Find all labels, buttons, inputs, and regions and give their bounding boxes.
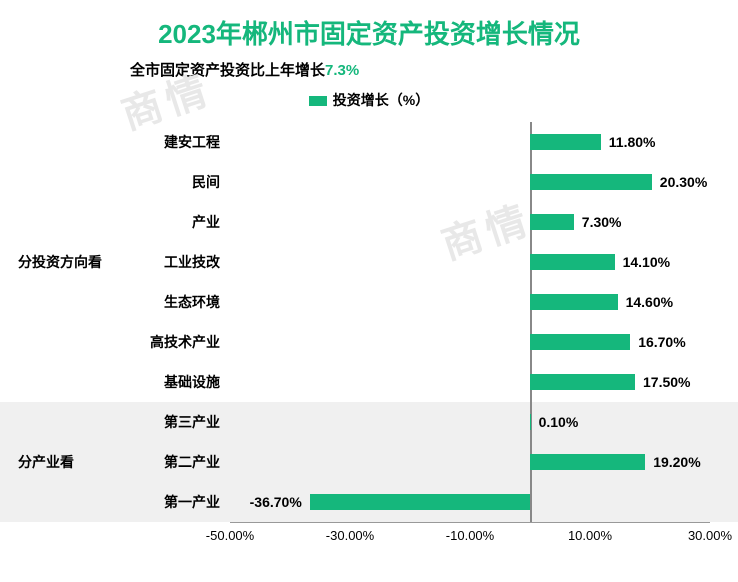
x-tick-label: 10.00% [568, 528, 612, 543]
value-label: 11.80% [609, 134, 656, 150]
legend: 投资增长（%） [0, 90, 738, 110]
legend-swatch [309, 96, 327, 106]
bar [530, 414, 531, 430]
subtitle-prefix: 全市固定资产投资比上年增长 [130, 62, 325, 79]
bar [530, 334, 630, 350]
category-label: 工业技改 [110, 252, 220, 272]
bar-row: 生态环境 14.60% [0, 282, 738, 322]
zero-axis [530, 482, 532, 522]
category-label: 第三产业 [110, 412, 220, 432]
x-tick-label: -30.00% [326, 528, 374, 543]
bar-row: 建安工程 11.80% [0, 122, 738, 162]
bar-row: 第三产业 0.10% [0, 402, 738, 442]
category-label: 第一产业 [110, 492, 220, 512]
bar-row: 第二产业 19.20% [0, 442, 738, 482]
bar-row: 基础设施 17.50% [0, 362, 738, 402]
bar-row: 第一产业 -36.70% [0, 482, 738, 522]
bar [530, 374, 635, 390]
x-tick-label: -10.00% [446, 528, 494, 543]
category-label: 基础设施 [110, 372, 220, 392]
value-label: 17.50% [643, 374, 690, 390]
value-label: 19.20% [653, 454, 700, 470]
plot-cell: 7.30% [230, 202, 710, 242]
bar [310, 494, 530, 510]
bar-row: 民间 20.30% [0, 162, 738, 202]
value-label: 14.60% [626, 294, 673, 310]
x-tick-label: 30.00% [688, 528, 732, 543]
subtitle-accent: 7.3% [325, 62, 359, 79]
legend-label: 投资增长（%） [333, 92, 429, 108]
category-label: 建安工程 [110, 132, 220, 152]
category-label: 产业 [110, 212, 220, 232]
x-axis: -50.00%-30.00%-10.00%10.00%30.00% [230, 522, 710, 552]
bar [530, 294, 618, 310]
bar [530, 134, 601, 150]
value-label: 0.10% [539, 414, 579, 430]
bar [530, 254, 615, 270]
chart-subtitle: 全市固定资产投资比上年增长7.3% [130, 59, 738, 80]
bar-row: 工业技改 14.10% [0, 242, 738, 282]
bar [530, 214, 574, 230]
value-label: 20.30% [660, 174, 707, 190]
category-label: 第二产业 [110, 452, 220, 472]
bar [530, 454, 645, 470]
value-label: 16.70% [638, 334, 685, 350]
plot-cell: 11.80% [230, 122, 710, 162]
plot-cell: 17.50% [230, 362, 710, 402]
bar [530, 174, 652, 190]
category-label: 高技术产业 [110, 332, 220, 352]
plot-cell: 14.10% [230, 242, 710, 282]
value-label: -36.70% [250, 494, 302, 510]
plot-cell: -36.70% [230, 482, 710, 522]
chart-area: 分投资方向看建安工程11.80%民间20.30%产业7.30%工业技改14.10… [0, 122, 738, 552]
plot-cell: 0.10% [230, 402, 710, 442]
value-label: 7.30% [582, 214, 622, 230]
chart-title: 2023年郴州市固定资产投资增长情况 [0, 0, 738, 51]
bar-row: 产业 7.30% [0, 202, 738, 242]
value-label: 14.10% [623, 254, 670, 270]
plot-cell: 19.20% [230, 442, 710, 482]
plot-cell: 16.70% [230, 322, 710, 362]
plot-cell: 14.60% [230, 282, 710, 322]
bar-row: 高技术产业 16.70% [0, 322, 738, 362]
category-label: 民间 [110, 172, 220, 192]
category-label: 生态环境 [110, 292, 220, 312]
x-tick-label: -50.00% [206, 528, 254, 543]
plot-cell: 20.30% [230, 162, 710, 202]
